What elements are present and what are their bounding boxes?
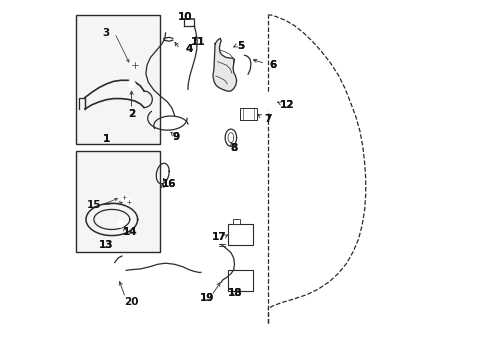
Text: 5: 5 [237, 41, 244, 50]
Text: 20: 20 [124, 297, 139, 307]
Circle shape [244, 228, 248, 233]
Circle shape [229, 275, 234, 280]
Circle shape [110, 262, 126, 278]
Text: 14: 14 [122, 227, 137, 237]
Bar [76, 151, 160, 252]
Text: 2: 2 [128, 109, 135, 119]
Text: 10: 10 [178, 12, 192, 22]
Text: 13: 13 [99, 239, 113, 249]
Circle shape [125, 199, 132, 206]
Text: 10: 10 [178, 12, 192, 22]
Text: 4: 4 [185, 44, 192, 54]
Bar [228, 270, 252, 291]
Text: 1: 1 [102, 134, 110, 144]
Text: 17: 17 [212, 232, 226, 242]
Circle shape [183, 90, 192, 99]
Circle shape [130, 60, 140, 70]
Text: 13: 13 [99, 239, 113, 249]
Circle shape [117, 220, 124, 227]
Bar [239, 108, 257, 120]
Text: 12: 12 [280, 100, 294, 110]
Text: 2: 2 [128, 109, 135, 119]
Text: 8: 8 [230, 143, 237, 153]
Text: 3: 3 [102, 28, 110, 38]
Bar [228, 224, 252, 245]
Text: 9: 9 [172, 132, 180, 142]
Text: 7: 7 [264, 114, 271, 124]
Text: 7: 7 [264, 114, 271, 124]
Text: 18: 18 [228, 288, 242, 298]
Text: 18: 18 [228, 288, 242, 298]
Circle shape [261, 95, 274, 108]
Circle shape [244, 238, 248, 243]
Text: 16: 16 [162, 179, 176, 189]
Circle shape [114, 266, 122, 275]
Circle shape [128, 80, 135, 87]
Circle shape [244, 275, 248, 280]
Text: 19: 19 [199, 293, 214, 303]
Text: 16: 16 [162, 179, 176, 189]
Circle shape [121, 194, 127, 201]
Text: 12: 12 [280, 100, 294, 110]
Text: 4: 4 [185, 44, 192, 54]
Text: 6: 6 [269, 60, 276, 70]
Text: 1: 1 [102, 134, 110, 144]
Polygon shape [212, 39, 236, 91]
Circle shape [229, 228, 234, 233]
Text: 19: 19 [199, 293, 214, 303]
Text: 14: 14 [122, 227, 137, 237]
Text: 9: 9 [172, 132, 180, 142]
Text: 8: 8 [230, 143, 237, 153]
Bar [232, 220, 239, 224]
Text: 15: 15 [86, 200, 101, 210]
Circle shape [244, 283, 248, 288]
Text: 17: 17 [212, 232, 226, 242]
Bar [76, 15, 160, 144]
Text: 5: 5 [237, 41, 244, 50]
Circle shape [264, 98, 271, 105]
Text: 11: 11 [190, 37, 204, 47]
Text: 6: 6 [269, 60, 276, 70]
Circle shape [202, 265, 211, 275]
Circle shape [258, 93, 277, 111]
Text: 11: 11 [190, 37, 204, 47]
